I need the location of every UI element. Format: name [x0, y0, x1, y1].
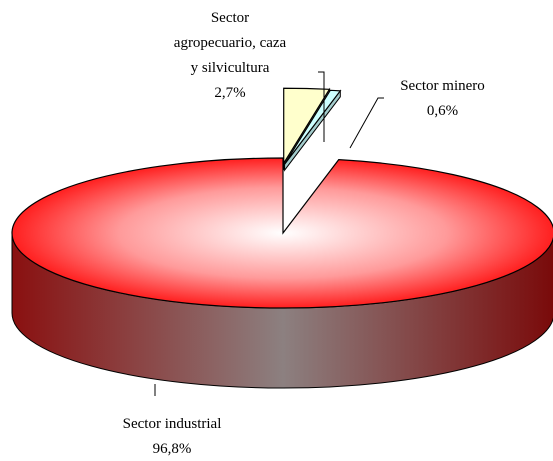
- leader-line: [318, 71, 325, 142]
- category-label: Sector industrial: [122, 416, 222, 432]
- category-label: Sector agropecuario, caza y silvicultura: [173, 10, 287, 76]
- value-label: 96,8%: [152, 441, 192, 457]
- slice: [283, 87, 331, 166]
- value-label: 0,6%: [426, 103, 459, 119]
- slice-label: Sector industrial 96,8%: [62, 412, 282, 461]
- value-label: 2,7%: [214, 85, 246, 101]
- category-label: Sector minero: [400, 78, 485, 94]
- pie: [11, 87, 553, 389]
- slice: [11, 157, 553, 309]
- leader-line: [349, 97, 384, 149]
- slice-label: Sector minero 0,6%: [380, 74, 505, 124]
- slice-label: Sector agropecuario, caza y silvicultura…: [170, 6, 290, 106]
- slice: [284, 89, 342, 165]
